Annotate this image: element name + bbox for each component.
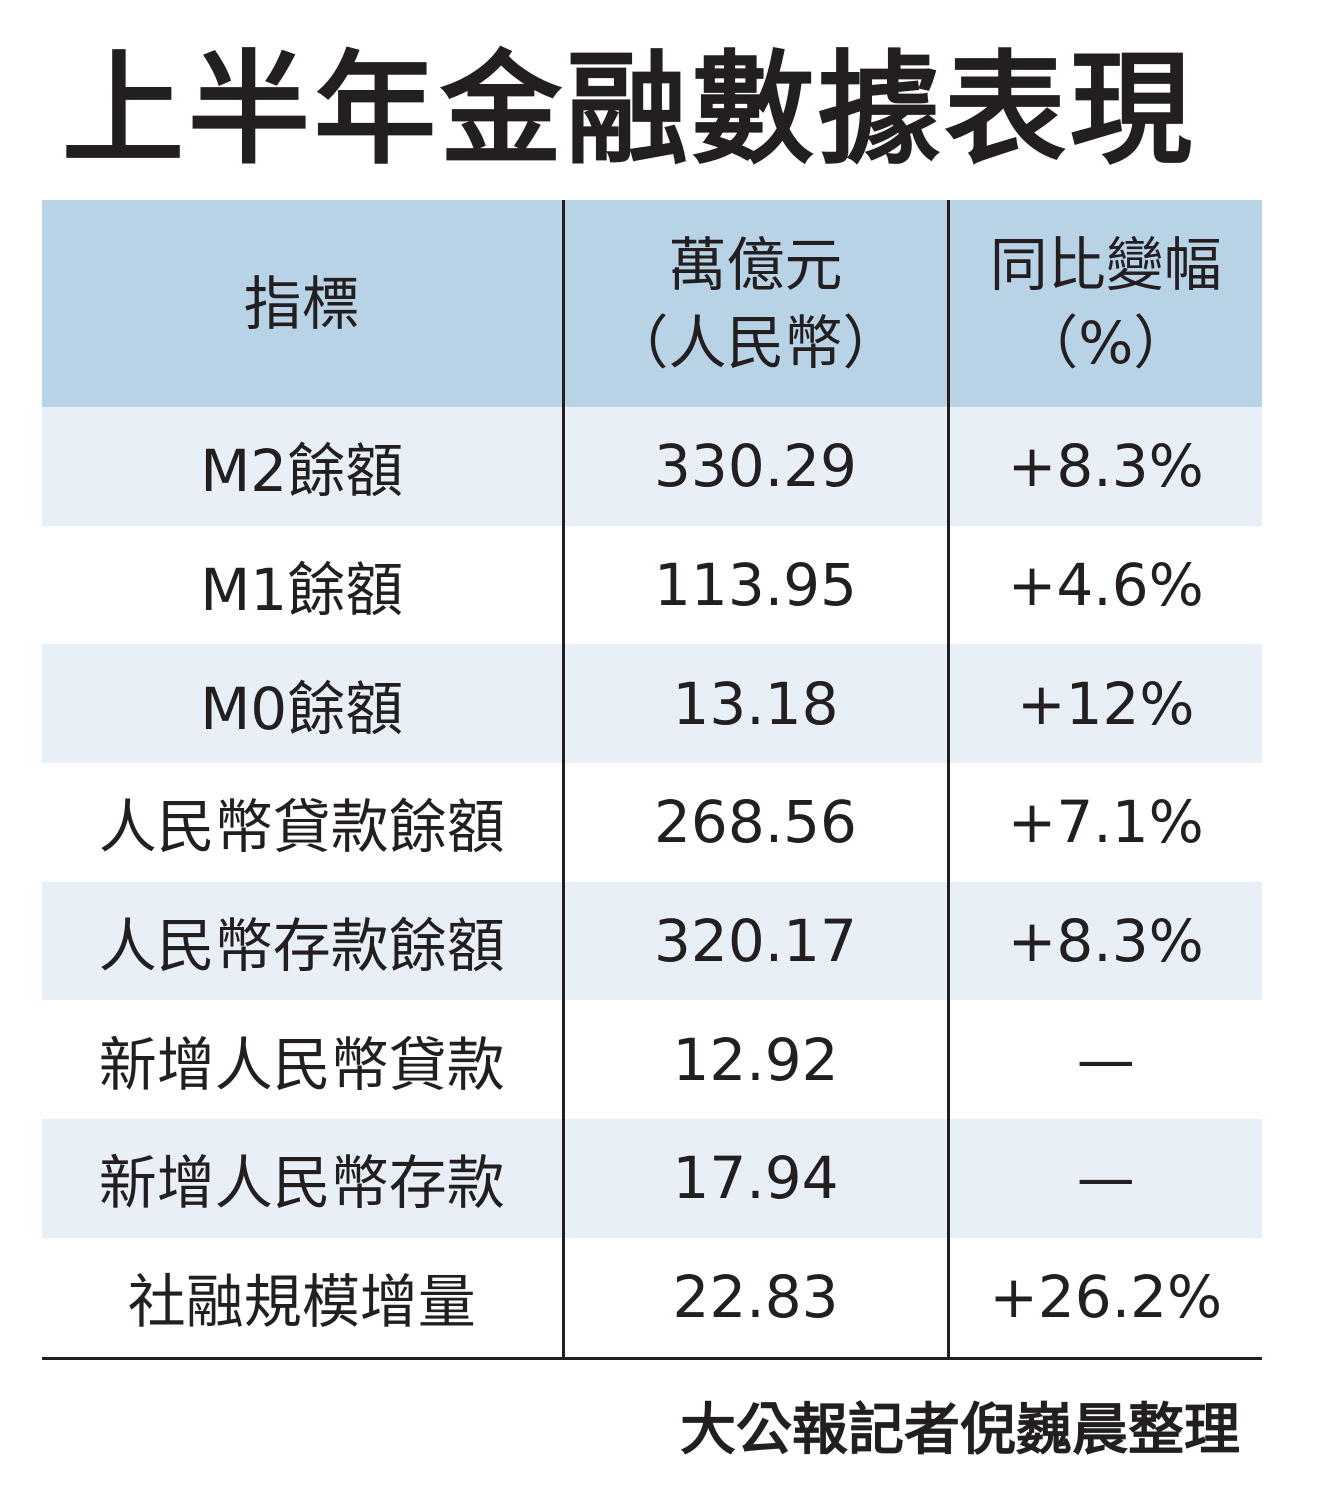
header-text: 同比變幅 <box>989 230 1222 299</box>
cell-value: — <box>946 1119 1262 1238</box>
cell-value: 22.83 <box>561 1237 948 1358</box>
table-row: 新增人民幣貸款 12.92— <box>42 1000 1262 1120</box>
cell-value: +12% <box>946 644 1262 764</box>
cell-value: +7.1% <box>946 763 1262 882</box>
cell-value: 17.94 <box>561 1119 948 1238</box>
table-row: 人民幣貸款餘額 268.56 +7.1% <box>42 763 1262 882</box>
row-label: 人民幣貸款餘額 <box>98 793 505 862</box>
header-text: （%） <box>1020 308 1192 377</box>
cell-value: 330.29 <box>561 407 948 526</box>
row-label: M1餘額 <box>200 556 404 625</box>
cell-value: 268.56 <box>561 763 948 882</box>
header-text: 萬億元 <box>668 230 843 299</box>
table-row: M2餘額 330.29 +8.3% <box>42 407 1262 526</box>
table-row: 新增人民幣存款 17.94— <box>42 1119 1262 1238</box>
header-text: （人民幣） <box>610 308 901 377</box>
cell-value: 320.17 <box>561 881 948 1001</box>
table-row: 人民幣存款餘額 320.17 +8.3% <box>42 881 1262 1001</box>
cell-value: 12.92 <box>561 1000 948 1120</box>
header-cell: 指標 <box>42 200 563 407</box>
table-row: 社融規模增量 22.83 +26.2% <box>42 1237 1262 1358</box>
table-body: M2餘額 330.29 +8.3% M1餘額 113.95 +4.6% M0餘額 13.18 +… <box>42 407 1262 1358</box>
cell-value: +26.2% <box>946 1237 1262 1358</box>
cell-value: — <box>946 1000 1262 1120</box>
cell-value: +8.3% <box>946 407 1262 526</box>
row-label: 新增人民幣存款 <box>42 1119 563 1238</box>
cell-value: +8.3% <box>946 881 1262 1001</box>
table-row: M0餘額 13.18 +12% <box>42 644 1262 764</box>
cell-value: +4.6% <box>946 525 1262 645</box>
row-label: 人民幣存款餘額 <box>42 881 563 1001</box>
header-row: 指標 萬億元 （人民幣） 同比變幅 （%） <box>42 200 1262 407</box>
data-table: 指標 萬億元 （人民幣） 同比變幅 （%） M2餘額 330.29 +8.3% M1餘額 113… <box>42 200 1262 1360</box>
row-label: 新增人民幣貸款 <box>98 1030 505 1099</box>
source: 大公報記者倪巍晨整理 <box>680 1398 1240 1463</box>
header-text: 指標 <box>243 269 360 338</box>
row-label: M2餘額 <box>42 407 563 526</box>
header-cell: 同比變幅 （%） <box>946 200 1262 407</box>
table-row: M1餘額 113.95 +4.6% <box>42 525 1262 645</box>
cell-value: 13.18 <box>561 644 948 764</box>
row-label: M0餘額 <box>42 644 563 764</box>
header-cell: 萬億元 （人民幣） <box>561 200 948 407</box>
row-label: 社融規模增量 <box>127 1268 476 1337</box>
cell-value: 113.95 <box>561 525 948 645</box>
table-header: 指標 萬億元 （人民幣） 同比變幅 （%） <box>42 200 1262 407</box>
title: 上半年金融數據表現 <box>62 39 1196 181</box>
